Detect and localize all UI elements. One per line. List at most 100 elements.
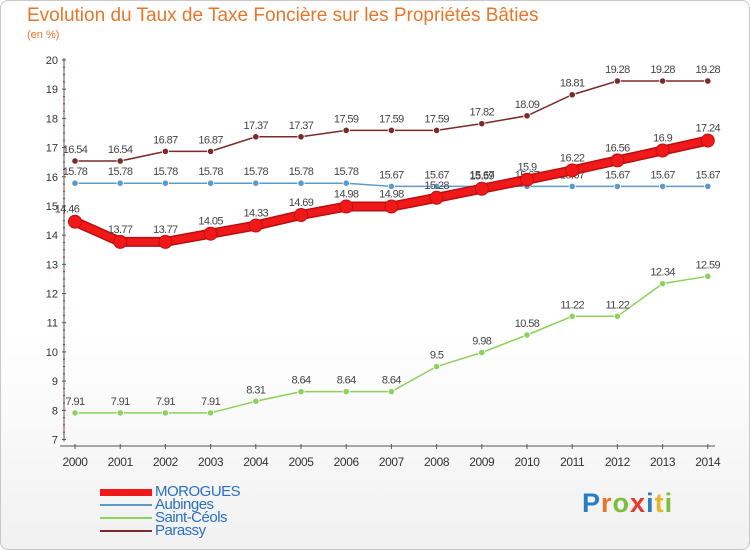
data-label: 16.9 bbox=[653, 132, 672, 144]
legend-swatch bbox=[100, 530, 152, 532]
series-morogues: 14.46 13.77 13.77 14.05 14.33 14.69 14.98 14.98… bbox=[55, 123, 721, 249]
logo-letter: x bbox=[630, 488, 647, 518]
data-label: 19.28 bbox=[650, 64, 675, 76]
data-label: 14.33 bbox=[244, 208, 269, 220]
data-point bbox=[252, 179, 260, 187]
data-point bbox=[116, 179, 124, 187]
data-point bbox=[704, 272, 712, 280]
data-point bbox=[432, 362, 441, 371]
data-point bbox=[387, 388, 395, 396]
data-label: 16.87 bbox=[153, 134, 178, 146]
data-label: 15.28 bbox=[424, 180, 449, 192]
data-label: 17.59 bbox=[379, 113, 404, 125]
data-point bbox=[161, 147, 169, 155]
data-label: 9.98 bbox=[472, 336, 491, 348]
y-tick-label: 8 bbox=[52, 405, 58, 417]
data-label: 14.98 bbox=[334, 189, 359, 201]
data-point bbox=[613, 312, 622, 320]
data-point bbox=[116, 157, 124, 165]
data-point bbox=[207, 147, 215, 155]
data-label: 16.56 bbox=[605, 142, 630, 154]
proxiti-logo: Proxiti bbox=[582, 488, 673, 519]
data-point bbox=[116, 409, 124, 417]
y-tick-label: 13 bbox=[46, 259, 58, 271]
legend-label: Aubinges bbox=[155, 496, 214, 513]
data-point bbox=[658, 77, 667, 85]
data-label: 16.87 bbox=[198, 134, 223, 146]
series-parassy: 16.54 16.54 16.87 16.87 17.37 17.37 17.59 17.59… bbox=[63, 64, 721, 165]
data-point bbox=[252, 133, 260, 141]
data-point bbox=[432, 126, 441, 134]
data-label: 7.91 bbox=[201, 396, 220, 408]
x-tick-label: 2002 bbox=[153, 455, 179, 469]
data-point bbox=[71, 409, 79, 417]
data-point bbox=[658, 280, 667, 288]
data-point bbox=[658, 182, 667, 191]
data-point bbox=[342, 179, 350, 187]
data-label: 15.78 bbox=[198, 166, 223, 178]
data-label: 8.64 bbox=[337, 375, 356, 387]
data-label: 15.67 bbox=[696, 169, 721, 181]
data-point bbox=[342, 388, 350, 396]
data-point bbox=[478, 120, 486, 128]
data-point bbox=[297, 388, 305, 396]
data-label: 15.78 bbox=[244, 166, 269, 178]
data-label: 10.58 bbox=[515, 318, 540, 330]
data-label: 15.78 bbox=[63, 166, 88, 178]
data-point bbox=[294, 208, 308, 223]
data-label: 8.64 bbox=[291, 375, 310, 387]
data-label: 15.9 bbox=[517, 162, 536, 174]
y-tick-label: 17 bbox=[46, 143, 58, 155]
data-point bbox=[429, 190, 444, 205]
data-label: 19.28 bbox=[696, 64, 721, 76]
data-label: 18.09 bbox=[515, 99, 540, 111]
data-point bbox=[342, 126, 350, 134]
data-label: 15.78 bbox=[108, 166, 133, 178]
y-tick-label: 9 bbox=[52, 376, 58, 388]
data-label: 9.5 bbox=[430, 350, 444, 362]
x-tick-label: 2010 bbox=[514, 455, 540, 469]
x-tick-label: 2004 bbox=[243, 455, 269, 469]
legend-swatch bbox=[100, 488, 152, 496]
data-point bbox=[387, 126, 395, 134]
data-point bbox=[71, 179, 79, 187]
data-point bbox=[523, 112, 531, 120]
data-point bbox=[610, 153, 625, 168]
legend-swatch bbox=[100, 517, 152, 519]
data-label: 14.05 bbox=[198, 216, 223, 228]
chart-axes: 7 8 9 10 11 12 13 14 15 16 17 18 19 20 2000 2001 2002 200… bbox=[46, 55, 722, 469]
data-label: 8.64 bbox=[382, 375, 401, 387]
data-point bbox=[704, 77, 712, 85]
y-tick-label: 10 bbox=[46, 347, 58, 359]
data-label: 17.37 bbox=[244, 120, 269, 132]
data-point bbox=[565, 163, 580, 178]
x-tick-label: 2006 bbox=[334, 455, 360, 469]
y-tick-label: 19 bbox=[46, 84, 58, 96]
x-tick-label: 2000 bbox=[62, 455, 88, 469]
y-tick-label: 14 bbox=[46, 230, 58, 242]
x-tick-label: 2005 bbox=[288, 455, 314, 469]
data-point bbox=[568, 91, 576, 99]
data-point bbox=[478, 348, 486, 357]
x-tick-label: 2003 bbox=[198, 455, 224, 469]
chart-title: Evolution du Taux de Taxe Foncière sur l… bbox=[27, 5, 539, 26]
y-tick-label: 7 bbox=[52, 435, 58, 447]
data-label: 14.69 bbox=[289, 197, 314, 209]
data-label: 12.59 bbox=[696, 259, 721, 271]
x-tick-label: 2007 bbox=[379, 455, 405, 469]
y-tick-label: 16 bbox=[46, 172, 58, 184]
logo-letter: P bbox=[582, 488, 602, 518]
data-point bbox=[655, 143, 670, 158]
data-point bbox=[248, 218, 263, 233]
y-tick-label: 20 bbox=[46, 55, 58, 67]
data-point bbox=[252, 397, 260, 405]
y-tick-label: 15 bbox=[46, 201, 58, 213]
legend-label: Parassy bbox=[155, 522, 206, 539]
data-point bbox=[113, 234, 128, 249]
data-label: 16.54 bbox=[108, 144, 133, 156]
data-point bbox=[207, 409, 215, 417]
data-point bbox=[387, 182, 395, 191]
data-point bbox=[700, 133, 715, 148]
legend-swatch bbox=[100, 504, 152, 506]
y-tick-label: 18 bbox=[46, 113, 58, 125]
